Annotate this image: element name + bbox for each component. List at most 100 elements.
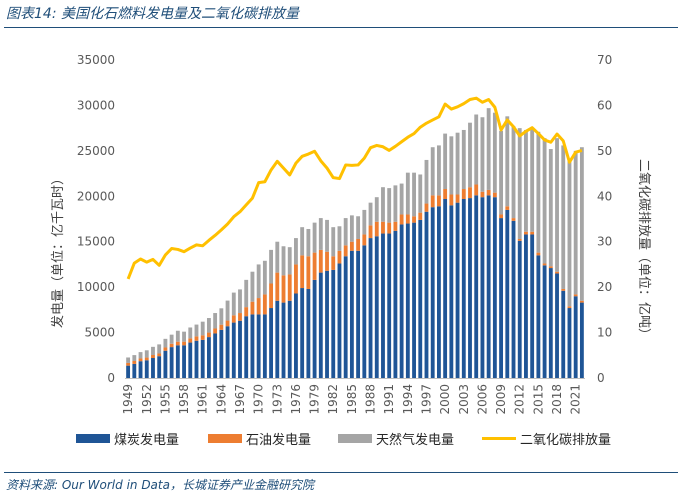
source-note: 资料来源: Our World in Data，长城证券产业金融研究院	[6, 478, 314, 492]
oil-bar	[399, 214, 404, 225]
gas-bar	[393, 185, 398, 222]
legend-coal-swatch	[76, 434, 110, 443]
oil-bar	[300, 255, 305, 289]
legend-oil-swatch	[208, 434, 242, 443]
coal-bar	[175, 345, 180, 378]
x-tick-label: 2003	[457, 384, 471, 415]
x-tick-label: 1982	[326, 384, 340, 415]
coal-bar	[294, 293, 298, 378]
legend-gas-swatch	[338, 434, 372, 443]
legend-oil-label: 石油发电量	[246, 432, 311, 448]
oil-bar	[337, 250, 342, 264]
x-tick-label: 2006	[475, 384, 489, 415]
gas-bar	[499, 130, 503, 215]
gas-bar	[461, 129, 466, 190]
oil-bar	[206, 332, 211, 338]
coal-bar	[262, 314, 267, 378]
gas-bar	[318, 218, 323, 250]
gas-bar	[337, 226, 342, 251]
oil-bar	[449, 194, 454, 206]
gas-bar	[256, 264, 261, 299]
gas-bar	[480, 117, 485, 192]
coal-bar	[579, 302, 584, 378]
gas-bar	[455, 132, 460, 195]
gas-bar	[374, 197, 379, 222]
x-tick-label: 1991	[382, 384, 396, 415]
gas-bar	[405, 172, 410, 215]
gas-bar	[362, 209, 367, 235]
x-tick-label: 1970	[252, 384, 266, 415]
coal-bar	[269, 308, 273, 378]
oil-bar	[511, 218, 516, 221]
gas-bar	[275, 241, 280, 273]
coal-bar	[281, 302, 286, 378]
y-right-tick-label: 70	[597, 53, 612, 67]
oil-bar	[499, 214, 503, 219]
oil-bar	[151, 355, 155, 359]
coal-bar	[474, 195, 479, 378]
oil-bar	[418, 212, 423, 220]
coal-bar	[542, 265, 547, 378]
coal-bar	[144, 360, 149, 378]
gas-bar	[300, 227, 305, 256]
y-right-tick-label: 40	[597, 189, 612, 203]
oil-bar	[200, 335, 205, 340]
coal-bar	[256, 314, 261, 378]
y-left-tick-label: 5000	[84, 326, 115, 340]
oil-bar	[530, 231, 535, 235]
gas-bar	[206, 318, 211, 333]
gas-bar	[169, 334, 174, 344]
oil-bar	[555, 271, 559, 274]
coal-bar	[312, 279, 317, 378]
oil-bar	[188, 338, 193, 343]
legend-gas-label: 天然气发电量	[376, 432, 454, 448]
x-tick-label: 2018	[550, 384, 564, 415]
coal-bar	[362, 245, 367, 378]
oil-bar	[163, 347, 168, 351]
gas-bar	[262, 260, 267, 295]
gas-bar	[548, 149, 553, 267]
y-left-tick-label: 30000	[77, 98, 115, 112]
gas-bar	[349, 215, 354, 242]
coal-bar	[505, 209, 510, 378]
gas-bar	[126, 357, 131, 363]
gas-bar	[132, 355, 137, 362]
gas-bar	[331, 227, 336, 257]
legend-co2-label: 二氧化碳排放量	[520, 433, 611, 448]
gas-bar	[163, 338, 168, 348]
oil-bar	[331, 256, 336, 270]
oil-bar	[144, 357, 149, 361]
gas-bar	[555, 138, 559, 272]
oil-bar	[294, 264, 298, 294]
gas-bar	[306, 228, 311, 257]
coal-bar	[486, 195, 491, 378]
gas-bar	[573, 150, 578, 295]
coal-bar	[430, 207, 435, 378]
oil-bar	[306, 256, 311, 289]
gas-bar	[387, 188, 392, 223]
coal-bar	[555, 273, 559, 378]
coal-bar	[244, 316, 249, 378]
oil-bar	[281, 275, 286, 303]
x-tick-label: 2012	[513, 384, 527, 415]
y-right-tick-label: 0	[597, 371, 605, 385]
gas-bar	[418, 174, 423, 213]
coal-bar	[573, 296, 578, 378]
coal-bar	[206, 337, 211, 378]
x-tick-label: 1979	[308, 384, 322, 415]
co2-line	[126, 96, 583, 280]
coal-bar	[169, 347, 174, 378]
oil-bar	[548, 266, 553, 269]
gas-bar	[356, 216, 361, 239]
gas-bar	[219, 308, 224, 325]
coal-bar	[132, 363, 137, 378]
coal-bar	[443, 199, 448, 378]
coal-bar	[368, 238, 373, 378]
oil-bar	[387, 222, 392, 234]
coal-bar	[393, 230, 398, 378]
oil-bar	[182, 341, 186, 346]
x-tick-label: 1967	[233, 384, 247, 415]
oil-bar	[505, 206, 510, 210]
oil-bar	[250, 301, 255, 315]
coal-bar	[182, 345, 186, 378]
